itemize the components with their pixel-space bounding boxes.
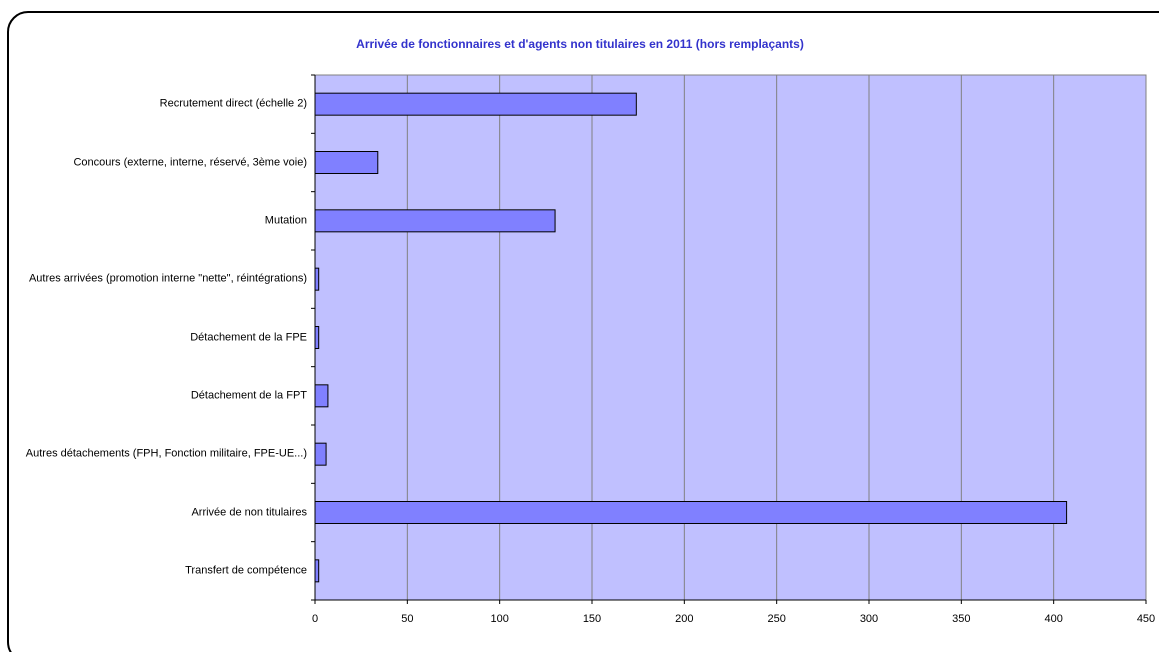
y-tick-label: Autres arrivées (promotion interne "nett… xyxy=(28,272,307,285)
bar xyxy=(314,267,320,291)
bar xyxy=(314,326,320,349)
x-tick-label: 50 xyxy=(401,613,413,625)
bar xyxy=(314,384,329,408)
x-tick-label: 250 xyxy=(767,613,785,625)
chart-title: Arrivée de fonctionnaires et d'agents no… xyxy=(356,37,804,51)
x-tick-label: 450 xyxy=(1137,613,1155,625)
bar xyxy=(314,501,1068,524)
y-tick-label: Autres détachements (FPH, Fonction milit… xyxy=(25,447,307,460)
x-tick-label: 0 xyxy=(312,613,318,625)
x-tick-label: 300 xyxy=(860,613,878,625)
y-tick-label: Arrivée de non titulaires xyxy=(191,506,307,518)
bar xyxy=(314,151,379,174)
y-tick-label: Transfert de compétence xyxy=(185,564,307,577)
bar xyxy=(314,559,320,583)
y-tick-label: Mutation xyxy=(264,214,307,227)
y-tick-label: Concours (externe, interne, réservé, 3èm… xyxy=(73,156,307,168)
x-tick-label: 350 xyxy=(952,613,970,625)
y-tick-label: Recrutement direct (échelle 2) xyxy=(159,97,307,110)
y-tick-label: Détachement de la FPT xyxy=(190,389,307,402)
x-tick-label: 200 xyxy=(675,613,693,625)
y-tick-label: Détachement de la FPE xyxy=(190,331,307,343)
x-tick-label: 400 xyxy=(1044,613,1062,625)
x-tick-label: 100 xyxy=(490,613,508,625)
bar xyxy=(314,92,637,116)
bar xyxy=(314,209,556,233)
x-tick-label: 150 xyxy=(583,613,601,625)
bar xyxy=(314,442,327,466)
